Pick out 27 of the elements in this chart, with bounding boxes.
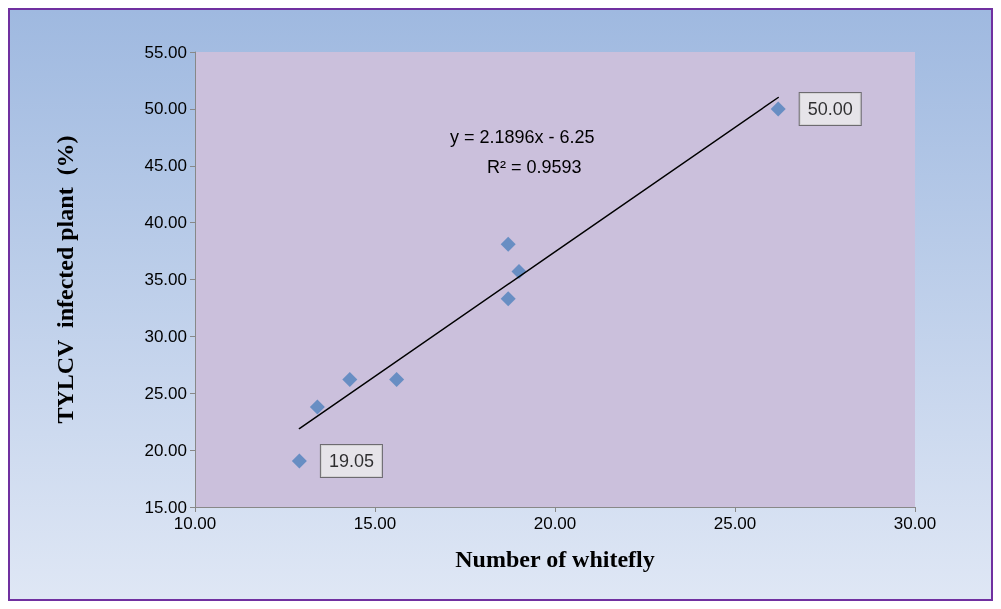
y-axis-title: TYLCV infected plant (%) (52, 135, 78, 424)
point (389, 372, 405, 388)
y-tick-label: 20.00 (144, 440, 187, 460)
y-tick-label: 45.00 (144, 156, 187, 176)
annotation: y = 2.1896x - 6.25 (450, 127, 595, 147)
y-tick-label: 35.00 (144, 270, 187, 289)
x-tick-label: 25.00 (713, 514, 757, 533)
y-tick-label: 50.00 (144, 99, 187, 119)
annotation: R² = 0.9593 (487, 157, 582, 177)
data-label: 50.00 (807, 98, 853, 119)
data-label: 19.05 (328, 450, 374, 471)
x-tick-label: 10.00 (173, 514, 217, 533)
x-tick-label: 15.00 (353, 514, 397, 533)
x-axis-title: Number of whitefly (455, 546, 655, 572)
x-tick-label: 30.00 (893, 514, 937, 533)
point (500, 236, 516, 252)
point (342, 372, 358, 388)
y-tick-label: 40.00 (144, 213, 187, 233)
y-tick-label: 25.00 (144, 383, 187, 403)
x-tick-label: 20.00 (533, 514, 577, 533)
y-tick-label: 15.00 (144, 497, 187, 517)
point (309, 399, 325, 415)
point (770, 101, 786, 117)
y-tick-label: 30.00 (144, 326, 187, 346)
y-tick-label: 55.00 (144, 42, 187, 62)
point (291, 453, 307, 469)
point (500, 291, 516, 307)
